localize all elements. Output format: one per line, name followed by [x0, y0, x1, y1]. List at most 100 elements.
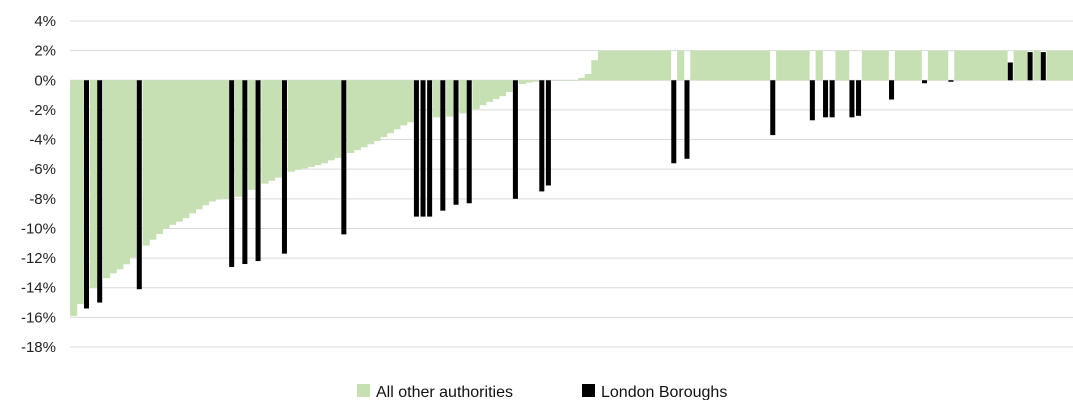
bar-london-borough: [684, 80, 690, 159]
legend-swatch-all-other-authorities: [357, 384, 370, 397]
bar-other-authority: [129, 80, 137, 258]
bar-other-authority: [1046, 50, 1054, 81]
bar-other-authority: [327, 80, 335, 161]
bar-other-authority: [399, 80, 408, 126]
bar-other-authority: [155, 80, 163, 234]
bar-london-borough: [809, 80, 815, 121]
bar-other-authority: [941, 50, 949, 81]
bar-other-authority: [993, 50, 1002, 81]
bar-other-authority: [1053, 50, 1061, 81]
bar-london-borough: [341, 80, 347, 235]
bar-other-authority: [657, 50, 665, 81]
bar-london-borough: [453, 80, 459, 205]
bar-other-authority: [1059, 50, 1068, 81]
bar-other-authority: [76, 80, 84, 305]
bar-other-authority: [558, 80, 566, 81]
bar-other-authority: [630, 50, 639, 81]
bar-other-authority: [954, 50, 962, 81]
bar-other-authority: [894, 50, 903, 81]
bar-other-authority: [868, 50, 876, 81]
bar-other-authority: [762, 50, 771, 81]
bar-other-authority: [716, 50, 724, 81]
bar-london-borough: [242, 80, 248, 265]
y-tick-label: -2%: [29, 102, 56, 119]
bar-other-authority: [967, 50, 975, 81]
bar-other-authority: [677, 50, 685, 81]
bar-other-authority: [320, 80, 328, 164]
y-tick-label: 4%: [34, 13, 56, 30]
bar-other-authority: [782, 50, 790, 81]
y-axis-tick-labels: 4% 2% 0% -2% -4% -6% -8% -10% -12% -14% -16% -18%: [21, 13, 56, 356]
bar-london-borough: [466, 80, 472, 204]
bar-other-authority: [485, 80, 493, 102]
bar-london-borough: [856, 80, 862, 116]
bar-other-authority: [696, 50, 705, 81]
bar-other-authority: [901, 50, 909, 81]
bar-other-authority: [373, 80, 381, 141]
bar-other-authority: [518, 80, 526, 85]
bar-other-authority: [815, 50, 823, 81]
bar-other-authority: [650, 50, 658, 81]
bar-other-authority: [531, 80, 540, 82]
legend-label-london-boroughs: London Boroughs: [601, 384, 727, 400]
bar-other-authority: [221, 80, 229, 199]
bar-other-authority: [294, 80, 302, 170]
bar-london-borough: [948, 80, 954, 82]
bar-other-authority: [974, 50, 982, 81]
bar-other-authority: [584, 73, 592, 81]
series-all-other-authorities: [70, 50, 1073, 316]
bar-other-authority: [459, 80, 467, 114]
bar-other-authority: [914, 50, 922, 81]
bar-other-authority: [749, 50, 757, 81]
bar-other-authority: [102, 80, 111, 279]
y-tick-label: 0%: [34, 72, 56, 89]
bar-other-authority: [472, 80, 480, 110]
legend-swatch-london-boroughs: [582, 384, 595, 397]
bar-other-authority: [861, 50, 870, 81]
bar-other-authority: [498, 80, 507, 97]
bar-other-authority: [267, 80, 276, 181]
bar-london-borough: [413, 80, 419, 217]
y-tick-label: -10%: [21, 220, 56, 237]
bar-other-authority: [564, 80, 573, 81]
bar-london-borough: [229, 80, 235, 267]
bar-london-borough: [1040, 52, 1046, 81]
bar-other-authority: [908, 50, 916, 81]
bar-other-authority: [835, 50, 843, 81]
bar-other-authority: [875, 50, 883, 81]
bar-other-authority: [360, 80, 368, 148]
bar-london-borough: [255, 80, 261, 262]
bar-other-authority: [89, 80, 97, 289]
bar-other-authority: [314, 80, 322, 166]
bar-other-authority: [987, 50, 995, 81]
bar-other-authority: [492, 80, 500, 100]
bar-other-authority: [960, 50, 969, 81]
bar-other-authority: [980, 50, 988, 81]
bar-other-authority: [366, 80, 375, 145]
bar-other-authority: [162, 80, 170, 229]
bar-london-borough: [281, 80, 287, 254]
bar-other-authority: [274, 80, 282, 178]
bar-other-authority: [406, 80, 414, 123]
bar-other-authority: [1000, 50, 1008, 81]
bar-other-authority: [571, 80, 579, 81]
bar-other-authority: [637, 50, 645, 81]
bar-other-authority: [578, 77, 586, 81]
bar-london-borough: [1027, 52, 1033, 81]
bar-other-authority: [347, 80, 355, 154]
bar-other-authority: [729, 50, 738, 81]
bar-london-borough: [1007, 62, 1013, 81]
bar-other-authority: [597, 50, 606, 81]
bar-other-authority: [789, 50, 797, 81]
bar-other-authority: [149, 80, 157, 240]
bar-london-borough: [539, 80, 545, 192]
bar-other-authority: [743, 50, 751, 81]
bar-other-authority: [446, 80, 454, 117]
bar-other-authority: [300, 80, 309, 169]
bar-other-authority: [386, 80, 394, 134]
bar-other-authority: [333, 80, 342, 158]
bar-other-authority: [795, 50, 804, 81]
bar-other-authority: [736, 50, 744, 81]
bar-london-borough: [770, 80, 776, 136]
bar-london-borough: [671, 80, 677, 164]
